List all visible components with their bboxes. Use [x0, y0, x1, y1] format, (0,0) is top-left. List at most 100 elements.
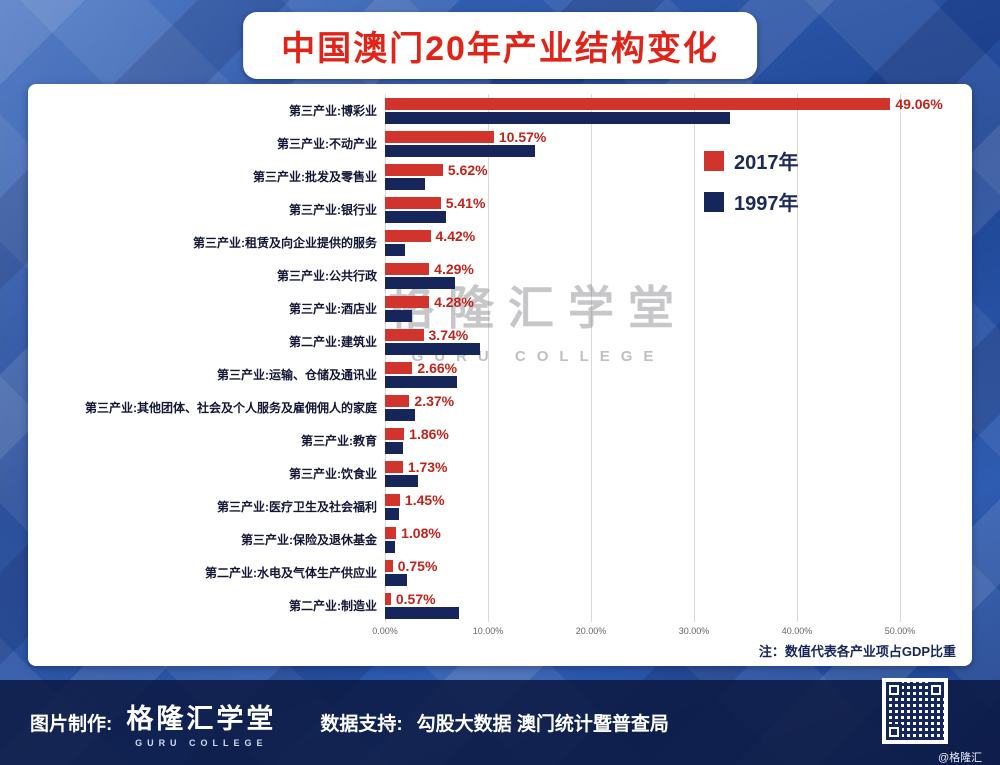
bar-1997 — [385, 408, 415, 421]
legend: 2017年 1997年 — [704, 146, 799, 216]
chart-row: 第三产业:租赁及向企业提供的服务 4.42% — [28, 226, 972, 259]
chart-row: 第二产业:建筑业 3.74% — [28, 325, 972, 358]
bar-2017 — [385, 97, 891, 110]
chart-row: 第三产业:批发及零售业 5.62% — [28, 160, 972, 193]
category-label: 第三产业:其他团体、社会及个人服务及雇佣佣人的家庭 — [85, 401, 377, 415]
x-tick-label: 40.00% — [781, 626, 813, 636]
bar-2017 — [385, 394, 410, 407]
bar-1997 — [385, 309, 412, 322]
x-tick-label: 30.00% — [678, 626, 710, 636]
value-label: 4.42% — [435, 227, 476, 244]
bar-1997 — [385, 375, 458, 388]
chart-row: 第三产业:酒店业 4.28% — [28, 292, 972, 325]
legend-swatch-2017 — [704, 150, 724, 171]
bar-1997 — [385, 606, 460, 619]
chart-row: 第三产业:公共行政 4.29% — [28, 259, 972, 292]
bar-2017 — [385, 427, 405, 440]
legend-item-2017: 2017年 — [704, 146, 799, 175]
legend-item-1997: 1997年 — [704, 187, 799, 216]
value-label: 1.45% — [404, 491, 445, 508]
x-tick-label: 20.00% — [575, 626, 607, 636]
bar-2017 — [385, 460, 403, 473]
made-by-label: 图片制作: — [30, 714, 113, 735]
category-label: 第二产业:水电及气体生产供应业 — [205, 566, 377, 580]
chart-row: 第三产业:银行业 5.41% — [28, 193, 972, 226]
page-title: 中国澳门20年产业结构变化 — [243, 12, 757, 79]
bar-2017 — [385, 196, 441, 209]
bar-1997 — [385, 276, 456, 289]
footer: 图片制作: 格隆汇学堂 GURU COLLEGE 数据支持: 勾股大数据 澳门统计… — [0, 680, 1000, 765]
bar-2017 — [385, 361, 413, 374]
bar-2017 — [385, 262, 430, 275]
bar-1997 — [385, 540, 396, 553]
qr-code-pattern — [886, 682, 944, 740]
bar-1997 — [385, 210, 446, 223]
value-label: 3.74% — [428, 326, 469, 343]
bar-1997 — [385, 111, 731, 124]
category-label: 第三产业:租赁及向企业提供的服务 — [193, 236, 377, 250]
category-label: 第三产业:保险及退休基金 — [241, 533, 377, 547]
legend-label-2017: 2017年 — [734, 152, 799, 174]
bar-1997 — [385, 144, 536, 157]
category-label: 第三产业:公共行政 — [277, 269, 377, 283]
chart-rows: 第三产业:博彩业 49.06% 第三产业:不动产业 10.57% 第三产业:批发及零售业… — [28, 94, 972, 622]
bar-1997 — [385, 342, 480, 355]
value-label: 1.73% — [407, 458, 448, 475]
value-label: 5.62% — [447, 161, 488, 178]
bar-2017 — [385, 328, 424, 341]
x-tick-label: 0.00% — [372, 626, 398, 636]
value-label: 5.41% — [445, 194, 486, 211]
data-support-label: 数据支持: — [320, 714, 403, 735]
category-label: 第三产业:运输、仓储及通讯业 — [217, 368, 377, 382]
bar-2017 — [385, 229, 431, 242]
bar-2017 — [385, 559, 393, 572]
chart-row: 第三产业:饮食业 1.73% — [28, 457, 972, 490]
qr-finder-top-right — [928, 682, 944, 698]
bar-2017 — [385, 130, 494, 143]
data-support: 数据支持: 勾股大数据 澳门统计暨普查局 — [320, 709, 669, 736]
qr-code — [882, 678, 948, 744]
bar-1997 — [385, 573, 407, 586]
value-label: 0.75% — [397, 557, 438, 574]
legend-label-1997: 1997年 — [734, 193, 799, 215]
category-label: 第三产业:银行业 — [289, 203, 377, 217]
category-label: 第三产业:批发及零售业 — [253, 170, 377, 184]
site-logo: 格隆汇学堂 GURU COLLEGE — [126, 697, 276, 748]
x-tick-label: 50.00% — [884, 626, 916, 636]
value-label: 10.57% — [498, 128, 547, 145]
chart-row: 第三产业:教育 1.86% — [28, 424, 972, 457]
category-label: 第三产业:博彩业 — [289, 104, 377, 118]
chart-panel: 格隆汇学堂 GURU COLLEGE 第三产业:博彩业 49.06% 第三产业:不动… — [28, 84, 972, 666]
chart-row: 第二产业:制造业 0.57% — [28, 589, 972, 622]
qr-finder-bottom-left — [886, 724, 902, 740]
qr-finder-top-left — [886, 682, 902, 698]
bar-2017 — [385, 592, 391, 605]
bar-1997 — [385, 474, 418, 487]
value-label: 2.37% — [414, 392, 455, 409]
category-label: 第二产业:制造业 — [289, 599, 377, 613]
category-label: 第三产业:酒店业 — [289, 302, 377, 316]
value-label: 4.28% — [434, 293, 474, 310]
value-label: 1.86% — [409, 425, 449, 442]
category-label: 第三产业:饮食业 — [289, 467, 377, 481]
bar-1997 — [385, 507, 400, 520]
chart-row: 第三产业:其他团体、社会及个人服务及雇佣佣人的家庭 2.37% — [28, 391, 972, 424]
x-tick-label: 10.00% — [472, 626, 504, 636]
legend-swatch-1997 — [704, 191, 724, 212]
page-title-text: 中国澳门20年产业结构变化 — [281, 30, 719, 68]
value-label: 2.66% — [417, 359, 458, 376]
bar-2017 — [385, 163, 443, 176]
chart-note: 注：数值代表各产业项占GDP比重 — [758, 644, 956, 659]
value-label: 49.06% — [895, 95, 943, 112]
chart-row: 第三产业:医疗卫生及社会福利 1.45% — [28, 490, 972, 523]
bar-2017 — [385, 493, 400, 506]
site-logo-text: 格隆汇学堂 — [126, 704, 277, 734]
bar-1997 — [385, 177, 426, 190]
category-label: 第二产业:建筑业 — [289, 335, 377, 349]
bar-2017 — [385, 295, 430, 308]
site-logo-subtext: GURU COLLEGE — [135, 738, 268, 748]
category-label: 第三产业:医疗卫生及社会福利 — [217, 500, 377, 514]
bar-2017 — [385, 526, 397, 539]
social-handle: @格隆汇 — [938, 752, 983, 764]
chart-row: 第三产业:不动产业 10.57% — [28, 127, 972, 160]
